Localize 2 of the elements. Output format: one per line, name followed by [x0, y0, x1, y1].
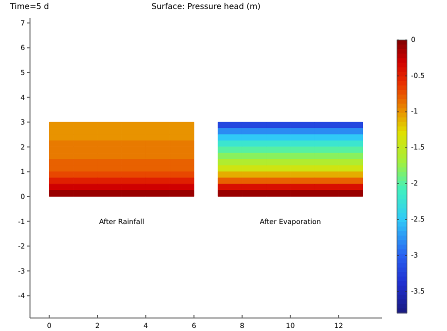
- chart-title: Surface: Pressure head (m): [152, 2, 260, 11]
- chart-subtitle: Time=5 d: [10, 2, 49, 11]
